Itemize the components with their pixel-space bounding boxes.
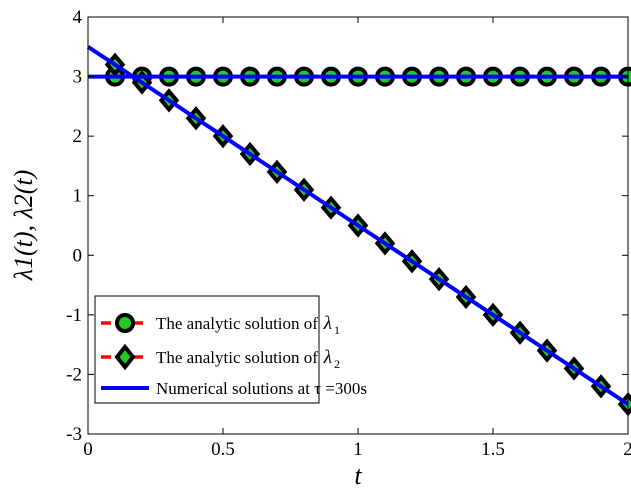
- legend-subscript-lambda1: 1: [334, 323, 340, 337]
- legend-symbol-lambda1: λ: [323, 313, 332, 334]
- x-tick-label: 2: [623, 439, 631, 460]
- x-tick-label: 1.5: [481, 439, 505, 460]
- legend-subscript-lambda2: 2: [334, 357, 340, 371]
- legend-label-lambda1: The analytic solution of: [156, 314, 318, 333]
- y-tick-label: -3: [66, 424, 82, 445]
- legend-entry-numerical: Numerical solutions at τ =300s: [101, 379, 367, 398]
- y-axis-label: λ1(t), λ2(t): [9, 170, 38, 282]
- x-tick-label: 0.5: [211, 439, 235, 460]
- legend-label-lambda2: The analytic solution of: [156, 348, 318, 367]
- legend-entry-lambda2: The analytic solution of λ 2: [101, 343, 340, 371]
- y-tick-label: 2: [73, 126, 83, 147]
- series-layer: [86, 45, 631, 417]
- x-tick-label: 1: [353, 439, 363, 460]
- y-tick-label: -2: [66, 364, 82, 385]
- legend-label-numerical: Numerical solutions at τ =300s: [156, 379, 367, 398]
- y-tick-label: 1: [73, 186, 83, 207]
- legend-symbol-lambda2: λ: [323, 347, 332, 368]
- legend-marker-circle: [115, 313, 135, 333]
- y-tick-label: 0: [73, 245, 83, 266]
- legend-box: [94, 295, 320, 404]
- plot-frame: [87, 16, 629, 435]
- legend-entry-lambda1: The analytic solution of λ 1: [101, 313, 340, 337]
- numerical-solution-line-2: [86, 45, 630, 406]
- legend: The analytic solution of λ 1 The analyti…: [94, 295, 367, 404]
- y-tick-label: -1: [66, 305, 82, 326]
- y-tick-label: 4: [73, 7, 83, 28]
- legend-marker-diamond: [114, 343, 136, 371]
- y-tick-label: 3: [73, 67, 83, 88]
- x-axis-label: t: [354, 461, 362, 490]
- x-tick-label: 0: [83, 439, 93, 460]
